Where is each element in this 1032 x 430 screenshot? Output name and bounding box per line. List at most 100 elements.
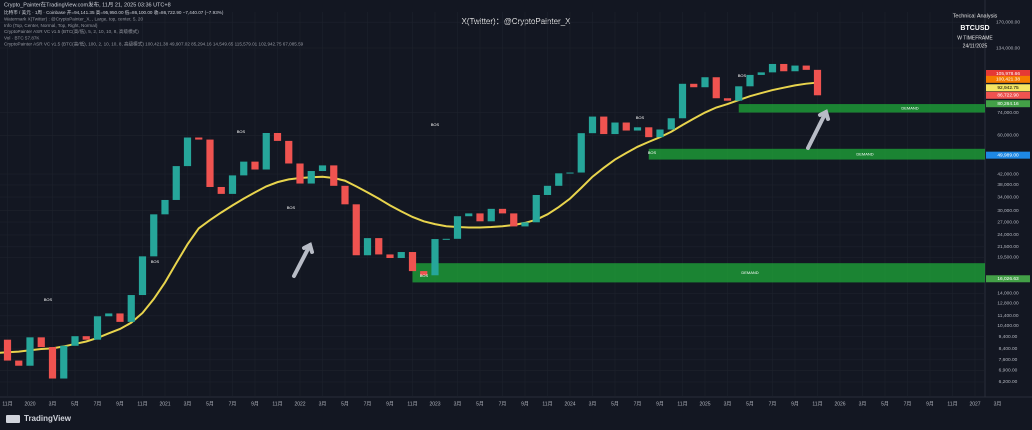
x-tick-label: 2022	[294, 401, 305, 407]
candle	[645, 127, 653, 138]
candle	[150, 214, 158, 257]
candle	[600, 116, 608, 135]
x-tick-label: 7月	[364, 401, 372, 407]
candle	[633, 127, 642, 131]
y-tick-label: 10,400.00	[997, 323, 1019, 329]
legend-line: CryptoPainter ASR VC v1.5 (BTC(高/低), 100…	[4, 41, 304, 48]
candle	[577, 133, 585, 173]
y-tick-label: 34,000.00	[997, 194, 1019, 200]
candle	[768, 63, 777, 73]
candle	[3, 339, 12, 361]
candle	[251, 161, 259, 170]
candle	[712, 77, 720, 99]
y-tick-label: 21,500.00	[997, 244, 1019, 250]
x-tick-label: 2021	[159, 401, 170, 407]
candle	[521, 222, 529, 227]
candle	[802, 65, 810, 70]
candle	[622, 122, 630, 131]
demand-zone	[738, 104, 985, 113]
x-tick-label: 5月	[746, 401, 754, 407]
candle	[678, 83, 687, 119]
candle	[813, 69, 822, 96]
y-tick-label: 19,500.00	[997, 255, 1019, 261]
candle	[93, 316, 102, 340]
candle	[60, 345, 68, 379]
x-tick-label: 11月	[812, 401, 822, 407]
x-tick-label: 3月	[454, 401, 462, 407]
candle	[453, 216, 462, 239]
candle	[318, 165, 327, 172]
x-tick-label: 5月	[71, 401, 79, 407]
candle	[116, 313, 124, 322]
candle	[71, 336, 79, 346]
candle	[746, 74, 754, 87]
x-tick-label: 5月	[476, 401, 484, 407]
price-tag	[986, 151, 1030, 159]
price-tag-label: 92,942.75	[997, 85, 1019, 91]
annotation: BOS	[237, 129, 246, 134]
candle	[532, 194, 540, 223]
demand-zone	[648, 148, 985, 160]
candle	[82, 336, 90, 340]
candle	[408, 252, 417, 272]
legend-line: Watermark X(Twitter) : @CryptoPainter_X,…	[4, 17, 143, 22]
annotation: BOS	[44, 297, 53, 302]
annotation: BOS	[431, 122, 440, 127]
price-tag-label: 100,421.38	[996, 77, 1020, 83]
candle	[465, 213, 473, 217]
candle	[363, 238, 372, 256]
candle	[307, 171, 315, 184]
x-tick-label: 11月	[137, 401, 147, 407]
x-tick-label: 9月	[251, 401, 259, 407]
y-tick-label: 170,000.00	[996, 19, 1020, 25]
y-tick-label: 30,000.00	[997, 208, 1019, 214]
candle	[138, 256, 147, 296]
candle	[656, 129, 664, 138]
brand-logo	[6, 415, 20, 423]
demand-zone	[412, 263, 985, 283]
annotation: BOS	[636, 115, 645, 120]
chart-title: X(Twitter)：@CryptoPainter_X	[461, 17, 571, 26]
candle	[172, 166, 180, 200]
legend-line: Vol · BTC 57.87K	[4, 35, 40, 40]
annotation: BOS	[648, 150, 657, 155]
x-tick-label: 9月	[791, 401, 799, 407]
x-tick-label: 3月	[994, 401, 1002, 407]
candle	[48, 347, 57, 379]
candle	[431, 239, 439, 276]
x-tick-label: 2026	[834, 401, 845, 407]
x-tick-label: 3月	[859, 401, 867, 407]
candle	[330, 165, 338, 186]
zone-label: DEMAND	[901, 105, 918, 110]
zone-label: DEMAND	[856, 151, 873, 156]
price-tag	[986, 275, 1030, 283]
x-tick-label: 9月	[116, 401, 124, 407]
annotation: BOS	[738, 73, 747, 78]
x-tick-label: 7月	[769, 401, 777, 407]
y-tick-label: 7,600.00	[999, 357, 1018, 363]
candle	[735, 86, 743, 101]
candle	[15, 360, 23, 366]
candle	[566, 172, 574, 174]
x-tick-label: 3月	[589, 401, 597, 407]
y-tick-label: 6,200.00	[999, 379, 1018, 385]
candle	[487, 208, 495, 222]
price-tag	[986, 70, 1030, 78]
candle	[341, 185, 349, 205]
zone-label: DEMAND	[741, 270, 758, 275]
arrow	[292, 242, 314, 278]
candle	[105, 313, 113, 317]
candle	[285, 140, 293, 164]
x-tick-label: 9月	[521, 401, 529, 407]
x-tick-label: 9月	[386, 401, 394, 407]
candle	[127, 295, 135, 322]
y-tick-label: 38,000.00	[997, 182, 1019, 188]
y-tick-label: 74,000.00	[997, 110, 1019, 116]
y-tick-label: 134,000.00	[996, 45, 1020, 51]
candle	[386, 254, 394, 259]
candle	[397, 252, 405, 259]
x-tick-label: 5月	[611, 401, 619, 407]
candle	[757, 72, 765, 75]
y-tick-label: 8,400.00	[999, 346, 1018, 352]
